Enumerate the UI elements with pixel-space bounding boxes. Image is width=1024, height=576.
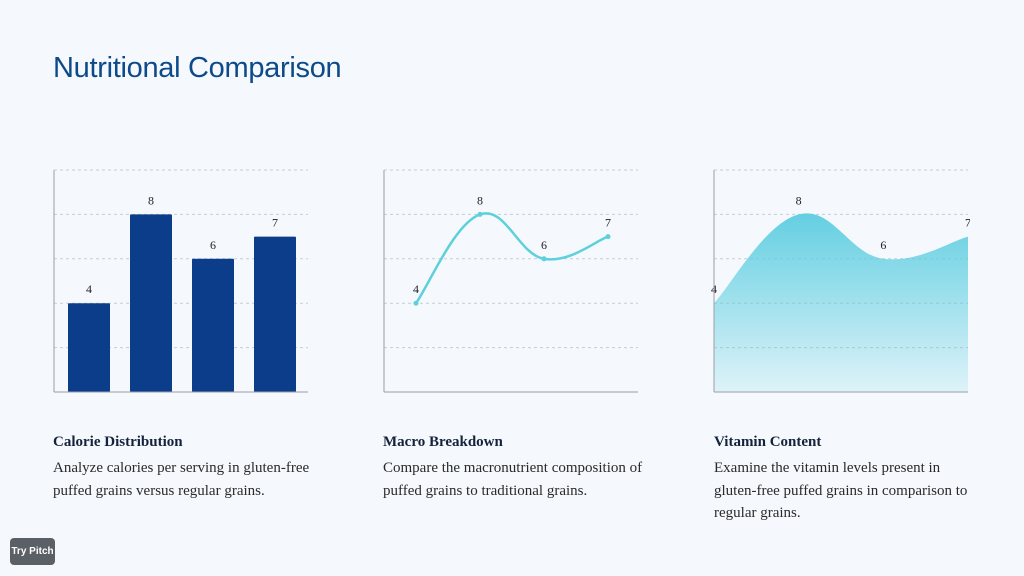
data-point (413, 300, 419, 306)
caption-body: Examine the vitamin levels present in gl… (714, 460, 968, 521)
data-label: 7 (272, 216, 278, 230)
caption-macro: Macro Breakdown Compare the macronutrien… (383, 434, 643, 502)
chart-svg: 4 8 6 7 (383, 169, 638, 393)
data-label: 6 (541, 238, 547, 252)
bar (192, 258, 234, 392)
area-fill (714, 213, 968, 392)
series-line (414, 212, 609, 304)
caption-title: Macro Breakdown (383, 434, 503, 450)
caption-title: Vitamin Content (714, 434, 822, 450)
data-label: 4 (413, 282, 419, 296)
data-label: 7 (965, 216, 970, 230)
data-label: 4 (86, 282, 92, 296)
data-label: 8 (148, 193, 154, 207)
bar (68, 303, 110, 392)
data-label: 6 (880, 238, 886, 252)
data-point (541, 256, 547, 262)
caption-title: Calorie Distribution (53, 434, 183, 450)
data-point (477, 211, 483, 217)
bar (254, 236, 296, 392)
data-label: 7 (605, 216, 611, 230)
chart-svg: 4 8 6 7 (53, 169, 308, 393)
try-pitch-badge[interactable]: Try Pitch (10, 538, 55, 565)
macro-line-chart: 4 8 6 7 (370, 160, 640, 400)
caption-calorie: Calorie Distribution Analyze calories pe… (53, 434, 313, 502)
data-point (605, 234, 611, 240)
data-label: 6 (210, 238, 216, 252)
page-title: Nutritional Comparison (53, 52, 342, 84)
caption-body: Compare the macronutrient composition of… (383, 460, 643, 499)
caption-vitamin: Vitamin Content Examine the vitamin leve… (714, 434, 974, 525)
calorie-bar-chart: 4 8 6 7 (40, 160, 310, 400)
data-label: 8 (477, 193, 483, 207)
caption-body: Analyze calories per serving in gluten-f… (53, 460, 310, 499)
data-label: 8 (796, 193, 802, 207)
bar (130, 214, 172, 392)
